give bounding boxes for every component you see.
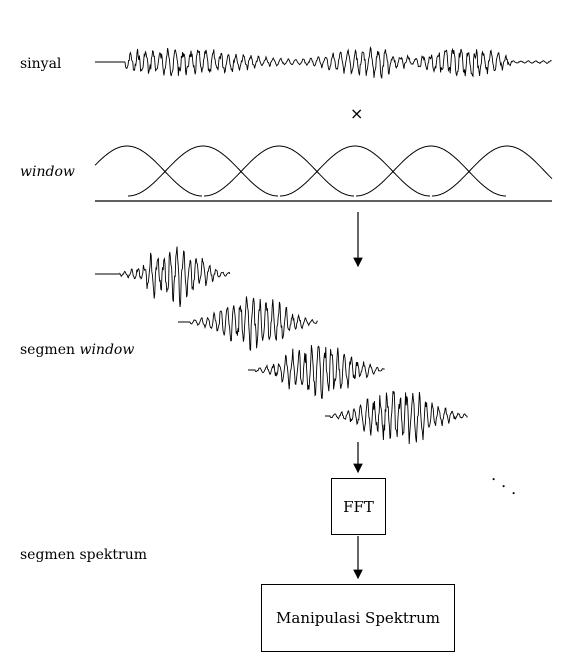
window-curve [356,145,506,197]
fft-block: FFT [331,478,386,535]
manipulation-block: Manipulasi Spektrum [261,584,455,652]
windowed-segment [248,345,385,400]
signal-waveform [95,45,552,80]
label-windowed-segments-italic: window [79,342,135,358]
label-spectrum-segments: segmen spektrum [20,547,147,563]
window-functions [94,145,553,197]
label-window: window [20,164,75,180]
window-curve [128,145,278,197]
multiply-symbol: × [350,104,364,123]
label-windowed-segments-prefix: segmen [20,342,80,358]
window-curve [280,145,430,197]
window-curve [94,145,202,197]
label-windowed-segments: segmen window [20,342,134,358]
label-signal: sinyal [20,56,62,72]
windowed-segment [178,296,318,352]
window-curve [432,145,553,197]
windowed-segment [95,246,231,308]
window-curve [204,145,354,197]
windowed-segment [325,390,468,445]
